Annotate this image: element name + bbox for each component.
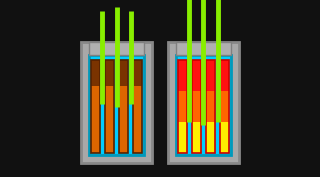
Bar [119,86,128,153]
Bar [133,86,142,153]
Bar [192,122,201,153]
Bar [91,86,100,153]
Bar [220,91,229,122]
Bar [168,42,239,163]
Bar [119,60,128,153]
Bar [176,42,231,55]
Bar [178,60,187,153]
Bar [192,91,201,122]
Bar [105,60,114,86]
Bar [206,91,215,122]
Bar [220,122,229,153]
Bar [206,60,215,153]
Bar [220,60,229,153]
Bar [89,42,144,55]
Bar [178,60,187,91]
Bar [176,55,231,155]
Bar [89,55,144,155]
Bar [178,122,187,153]
Bar [105,60,114,153]
Bar [133,60,142,86]
Bar [91,60,100,153]
Bar [81,42,152,163]
Bar [206,122,215,153]
Bar [192,60,201,153]
Bar [206,60,215,91]
Bar [178,91,187,122]
Bar [192,60,201,91]
Bar [119,60,128,86]
Bar [91,60,100,86]
Bar [105,86,114,153]
Bar [133,60,142,153]
Bar [220,60,229,91]
